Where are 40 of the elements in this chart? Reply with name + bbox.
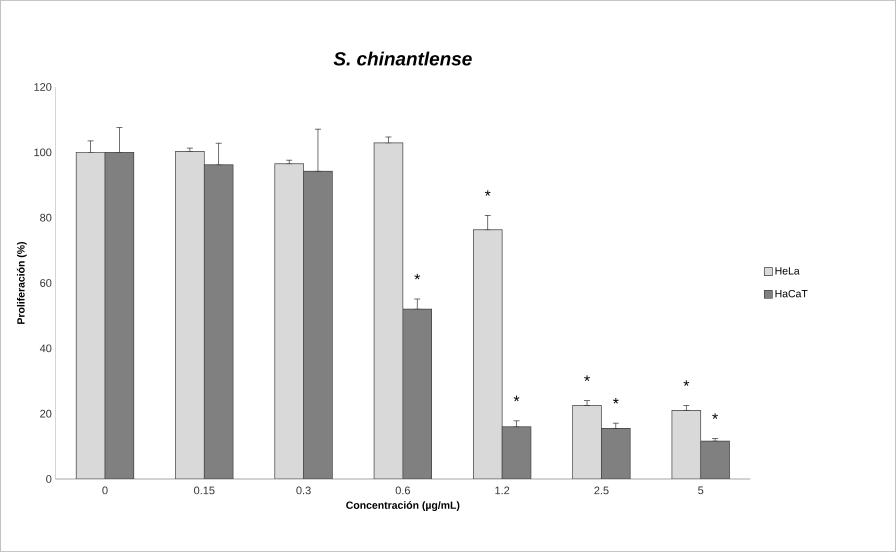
bar <box>104 152 134 479</box>
legend-label: HeLa <box>776 267 800 275</box>
bar <box>601 428 631 479</box>
annotation: * <box>712 413 718 419</box>
bar <box>700 440 730 479</box>
annotation: * <box>414 274 420 280</box>
x-tick-label: 0.3 <box>296 486 311 494</box>
bar <box>672 410 702 479</box>
y-tick-label: 80 <box>40 214 52 222</box>
bar <box>374 142 404 479</box>
bar <box>204 164 234 479</box>
annotation: * <box>683 380 690 386</box>
bar <box>175 151 205 479</box>
bar <box>76 152 106 479</box>
y-tick-label: 60 <box>40 279 52 287</box>
y-tick-label: 120 <box>34 83 52 91</box>
legend-label: HaCaT <box>776 290 808 298</box>
bar <box>572 405 602 479</box>
x-tick-label: 0.6 <box>396 486 410 494</box>
bar <box>502 426 532 479</box>
x-tick-label: 0 <box>102 486 108 494</box>
chart-title: S. chinantlense <box>334 52 472 66</box>
annotation: * <box>612 398 619 404</box>
annotation: * <box>584 375 590 382</box>
x-tick-label: 2.5 <box>594 486 609 494</box>
x-tick-label: 1.2 <box>495 486 510 494</box>
annotation: * <box>514 396 520 402</box>
bar <box>473 229 502 479</box>
y-tick-label: 40 <box>40 344 52 352</box>
bar <box>303 170 333 479</box>
x-tick-label: 5 <box>698 486 704 494</box>
annotation: * <box>484 190 491 196</box>
y-tick-label: 100 <box>34 148 52 156</box>
bar <box>274 163 304 479</box>
y-tick-label: 0 <box>46 475 52 483</box>
y-tick-label: 20 <box>40 410 52 418</box>
x-axis-title: Concentración (µg/mL) <box>346 501 460 512</box>
x-tick-label: 0.15 <box>194 486 214 494</box>
y-axis-title: Proliferación (%) <box>16 242 27 324</box>
bar <box>402 308 432 479</box>
